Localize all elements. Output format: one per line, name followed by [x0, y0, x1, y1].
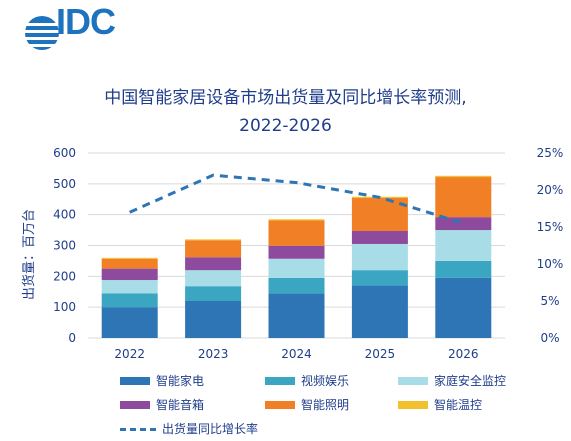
chart-title-line2: 2022-2026 [239, 116, 332, 136]
bar-segment [185, 270, 242, 287]
y-tick-label: 300 [53, 239, 76, 253]
legend-label: 智能温控 [434, 398, 483, 412]
y-tick-label: 500 [53, 177, 76, 191]
y2-tick-label: 5% [540, 294, 559, 308]
y2-tick-label: 10% [537, 257, 564, 271]
y-tick-label: 400 [53, 208, 76, 222]
bar-segment [351, 198, 408, 232]
legend-label: 智能音箱 [156, 398, 205, 412]
bar-segment [268, 277, 325, 294]
bar-segment [185, 239, 242, 241]
bar-segment [185, 257, 242, 271]
legend-swatch [265, 377, 295, 385]
legend-dashed-line [120, 428, 156, 431]
x-tick-label: 2023 [198, 347, 229, 361]
legend-label: 出货量同比增长率 [162, 422, 259, 436]
bar-segment [101, 268, 158, 281]
bar-segment [351, 285, 408, 338]
bar-segment [268, 220, 325, 246]
y2-tick-label: 25% [537, 146, 564, 160]
legend-swatch [120, 401, 150, 409]
bar-segment [185, 240, 242, 258]
bar-segment [268, 219, 325, 221]
bar-segment [101, 258, 158, 269]
chart-title-line1: 中国智能家居设备市场出货量及同比增长率预测, [104, 88, 467, 108]
bar-segment [268, 293, 325, 338]
bar-segment [435, 277, 492, 338]
bar-segment [435, 177, 492, 218]
legend-label: 智能家电 [156, 374, 205, 388]
idc-logo [23, 16, 61, 50]
legend-label: 智能照明 [301, 398, 350, 412]
bar-segment [435, 217, 492, 231]
bar-segment [351, 231, 408, 244]
legend-label: 视频娱乐 [301, 374, 350, 388]
y-tick-label: 600 [53, 146, 76, 160]
y2-tick-label: 0% [540, 331, 559, 345]
legend-swatch [398, 401, 428, 409]
y-tick-label: 200 [53, 269, 76, 283]
bar-segment [435, 175, 492, 178]
bar-segment [435, 260, 492, 278]
bar-segment [351, 270, 408, 286]
legend-swatch [265, 401, 295, 409]
bar-segment [351, 243, 408, 271]
bar-segment [101, 280, 158, 294]
x-tick-label: 2026 [448, 347, 479, 361]
bar-segment [268, 258, 325, 278]
bar-segment [185, 301, 242, 338]
bar-segment [435, 230, 492, 261]
y2-tick-label: 20% [537, 183, 564, 197]
growth-rate-line [129, 173, 464, 225]
legend-label: 家庭安全监控 [434, 374, 507, 388]
bar-segment [101, 257, 158, 259]
bar-segment [185, 286, 242, 301]
y-axis-label: 出货量：百万台 [22, 208, 37, 300]
y-tick-label: 100 [53, 300, 76, 314]
bar-segment [268, 245, 325, 259]
logo-text: IDC [56, 1, 116, 42]
x-tick-label: 2024 [281, 347, 312, 361]
legend-swatch [120, 377, 150, 385]
x-tick-label: 2025 [365, 347, 396, 361]
y-tick-label: 0 [68, 331, 76, 345]
bar-segment [101, 307, 158, 338]
x-tick-label: 2022 [114, 347, 145, 361]
legend-swatch [398, 377, 428, 385]
y2-tick-label: 15% [537, 220, 564, 234]
bar-segment [101, 293, 158, 308]
globe-icon [23, 16, 61, 50]
